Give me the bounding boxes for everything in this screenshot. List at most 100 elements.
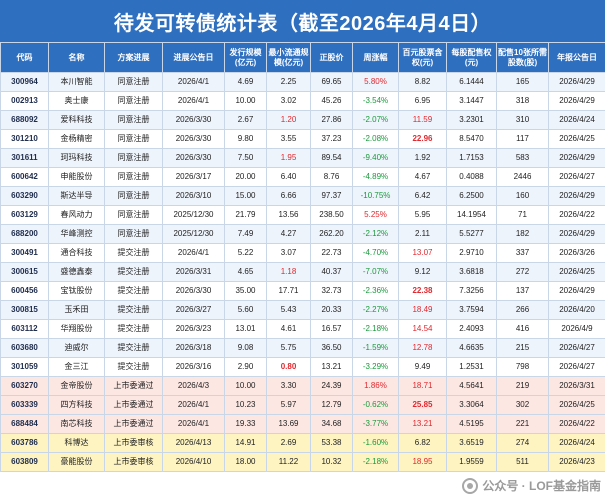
per100-cell: 22.96 <box>398 129 447 149</box>
min-float-cell: 1.95 <box>266 148 311 168</box>
table-row: 603112 华翔股份 提交注册 2026/3/23 13.01 4.61 16.57 -2.… <box>0 319 605 339</box>
name-cell: 金帝股份 <box>48 376 105 396</box>
size-cell: 2.90 <box>224 357 267 377</box>
status-cell: 提交注册 <box>104 338 163 358</box>
min-float-cell: 2.69 <box>266 433 311 453</box>
table-row: 301210 金杨精密 同意注册 2026/3/30 9.80 3.55 37.23 -2.0… <box>0 129 605 149</box>
weekly-change-cell: -3.29% <box>352 357 399 377</box>
code-cell: 688484 <box>0 414 49 434</box>
min-float-cell: 6.40 <box>266 167 311 187</box>
weekly-change-cell: -2.08% <box>352 129 399 149</box>
name-cell: 奥士康 <box>48 91 105 111</box>
status-cell: 提交注册 <box>104 319 163 339</box>
code-cell: 603112 <box>0 319 49 339</box>
price-cell: 89.54 <box>310 148 353 168</box>
size-cell: 9.80 <box>224 129 267 149</box>
size-cell: 13.01 <box>224 319 267 339</box>
min-float-cell: 1.20 <box>266 110 311 130</box>
status-cell: 提交注册 <box>104 281 163 301</box>
price-cell: 32.73 <box>310 281 353 301</box>
allotment-cell: 5.5277 <box>446 224 497 244</box>
allotment-cell: 7.3256 <box>446 281 497 301</box>
name-cell: 华峰测控 <box>48 224 105 244</box>
status-cell: 同意注册 <box>104 167 163 187</box>
wechat-official-account-icon <box>462 477 479 494</box>
price-cell: 40.37 <box>310 262 353 282</box>
per100-cell: 6.95 <box>398 91 447 111</box>
table-row: 603786 科博达 上市委审核 2026/4/13 14.91 2.69 53.38 -1.… <box>0 433 605 453</box>
weekly-change-cell: -2.27% <box>352 300 399 320</box>
watermark: 公众号 · LOF基金指南 <box>462 477 601 494</box>
price-cell: 97.37 <box>310 186 353 206</box>
min-float-cell: 1.18 <box>266 262 311 282</box>
shares-needed-cell: 416 <box>496 319 549 339</box>
name-cell: 豪能股份 <box>48 452 105 472</box>
allotment-cell: 3.3064 <box>446 395 497 415</box>
report-date-cell: 2026/3/26 <box>548 243 605 263</box>
size-cell: 19.33 <box>224 414 267 434</box>
min-float-cell: 11.22 <box>266 452 311 472</box>
allotment-cell: 3.2301 <box>446 110 497 130</box>
code-cell: 603680 <box>0 338 49 358</box>
price-cell: 10.32 <box>310 452 353 472</box>
report-date-cell: 2026/4/27 <box>548 338 605 358</box>
shares-needed-cell: 511 <box>496 452 549 472</box>
name-cell: 盛德鑫泰 <box>48 262 105 282</box>
column-header: 方案进展 <box>104 42 163 73</box>
per100-cell: 5.95 <box>398 205 447 225</box>
table-row: 300491 通合科技 提交注册 2026/4/1 5.22 3.07 22.73 -4.70… <box>0 243 605 263</box>
name-cell: 迪威尔 <box>48 338 105 358</box>
table-row: 688092 爱科科技 同意注册 2026/3/30 2.67 1.20 27.86 -2.0… <box>0 110 605 130</box>
column-header: 发行规模(亿元) <box>224 42 267 73</box>
status-cell: 提交注册 <box>104 243 163 263</box>
weekly-change-cell: -4.89% <box>352 167 399 187</box>
weekly-change-cell: -2.12% <box>352 224 399 244</box>
min-float-cell: 13.56 <box>266 205 311 225</box>
shares-needed-cell: 337 <box>496 243 549 263</box>
price-cell: 12.79 <box>310 395 353 415</box>
size-cell: 14.91 <box>224 433 267 453</box>
size-cell: 18.00 <box>224 452 267 472</box>
code-cell: 600456 <box>0 281 49 301</box>
status-cell: 同意注册 <box>104 186 163 206</box>
weekly-change-cell: 1.86% <box>352 376 399 396</box>
name-cell: 斯达半导 <box>48 186 105 206</box>
status-cell: 上市委通过 <box>104 395 163 415</box>
status-cell: 同意注册 <box>104 72 163 92</box>
weekly-change-cell: -2.18% <box>352 452 399 472</box>
date-cell: 2025/12/30 <box>162 205 225 225</box>
shares-needed-cell: 2446 <box>496 167 549 187</box>
price-cell: 24.39 <box>310 376 353 396</box>
allotment-cell: 8.5470 <box>446 129 497 149</box>
name-cell: 申能股份 <box>48 167 105 187</box>
report-date-cell: 2026/4/29 <box>548 186 605 206</box>
date-cell: 2026/4/1 <box>162 91 225 111</box>
date-cell: 2026/4/13 <box>162 433 225 453</box>
weekly-change-cell: -2.36% <box>352 281 399 301</box>
table-row: 603270 金帝股份 上市委通过 2026/4/3 10.00 3.30 24.39 1.8… <box>0 376 605 396</box>
table-row: 603339 四方科技 上市委通过 2026/4/1 10.23 5.97 12.79 -0.… <box>0 395 605 415</box>
price-cell: 22.73 <box>310 243 353 263</box>
size-cell: 20.00 <box>224 167 267 187</box>
status-cell: 上市委审核 <box>104 452 163 472</box>
watermark-text: 公众号 · LOF基金指南 <box>482 479 601 493</box>
shares-needed-cell: 274 <box>496 433 549 453</box>
weekly-change-cell: -10.75% <box>352 186 399 206</box>
status-cell: 上市委审核 <box>104 433 163 453</box>
size-cell: 5.22 <box>224 243 267 263</box>
status-cell: 同意注册 <box>104 91 163 111</box>
report-date-cell: 2026/4/29 <box>548 148 605 168</box>
weekly-change-cell: 5.25% <box>352 205 399 225</box>
per100-cell: 22.38 <box>398 281 447 301</box>
weekly-change-cell: -2.18% <box>352 319 399 339</box>
shares-needed-cell: 182 <box>496 224 549 244</box>
min-float-cell: 13.69 <box>266 414 311 434</box>
allotment-cell: 3.1447 <box>446 91 497 111</box>
weekly-change-cell: -1.60% <box>352 433 399 453</box>
size-cell: 9.08 <box>224 338 267 358</box>
code-cell: 603270 <box>0 376 49 396</box>
size-cell: 5.60 <box>224 300 267 320</box>
code-cell: 688092 <box>0 110 49 130</box>
code-cell: 600642 <box>0 167 49 187</box>
date-cell: 2026/3/30 <box>162 281 225 301</box>
